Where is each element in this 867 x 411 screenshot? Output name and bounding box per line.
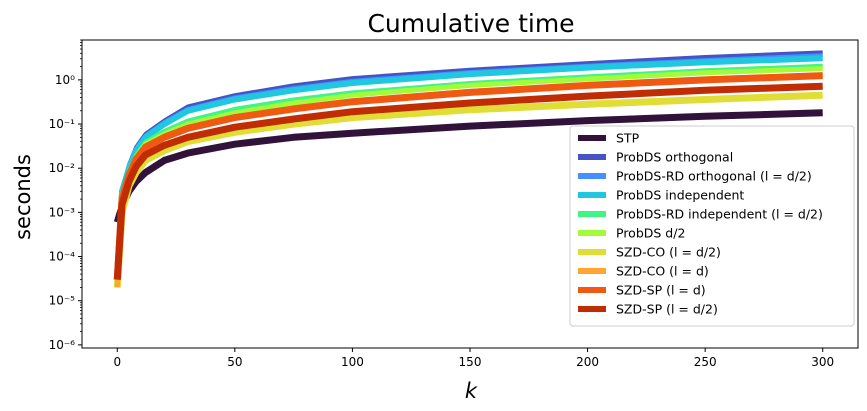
legend-entry: ProbDS-RD independent (l = d/2) — [616, 207, 823, 222]
legend-frame — [569, 125, 855, 327]
legend-entry: SZD-CO (l = d/2) — [616, 245, 721, 260]
legend-entry: STP — [616, 131, 640, 146]
legend-entry: SZD-SP (l = d/2) — [616, 302, 718, 317]
legend: STP ProbDS orthogonal ProbDS-RD orthogonal… — [569, 125, 855, 327]
x-tick-label: 100 — [341, 355, 364, 369]
x-tick-label: 50 — [227, 355, 242, 369]
y-axis: 10⁻⁶ 10⁻⁵ 10⁻⁴ 10⁻³ 10⁻² 10⁻¹ 10⁰ — [49, 39, 82, 352]
y-tick-label: 10⁻⁶ — [49, 338, 76, 352]
x-tick-label: 150 — [459, 355, 482, 369]
x-tick-label: 300 — [811, 355, 834, 369]
legend-entry: SZD-SP (l = d) — [616, 283, 706, 298]
x-tick-label: 250 — [694, 355, 717, 369]
legend-entry: ProbDS-RD orthogonal (l = d/2) — [616, 169, 812, 184]
y-tick-label: 10⁻³ — [49, 205, 76, 219]
x-tick-label: 0 — [113, 355, 121, 369]
y-tick-label: 10⁰ — [55, 73, 75, 87]
plot-area — [113, 50, 823, 288]
y-tick-label: 10⁻¹ — [49, 117, 76, 131]
y-axis-title: seconds — [11, 154, 35, 240]
y-tick-label: 10⁻⁴ — [49, 250, 76, 264]
legend-entry: ProbDS independent — [616, 188, 744, 203]
y-tick-label: 10⁻⁵ — [49, 294, 76, 308]
legend-entry: ProbDS orthogonal — [616, 150, 733, 165]
x-axis: 0 50 100 150 200 250 300 — [113, 348, 834, 369]
legend-entry: ProbDS d/2 — [616, 226, 685, 241]
chart-title: Cumulative time — [367, 9, 574, 38]
series-line-9 — [113, 82, 823, 280]
legend-entry: SZD-CO (l = d) — [616, 264, 709, 279]
x-tick-label: 200 — [576, 355, 599, 369]
x-axis-title: k — [465, 379, 478, 403]
y-tick-label: 10⁻² — [49, 161, 76, 175]
